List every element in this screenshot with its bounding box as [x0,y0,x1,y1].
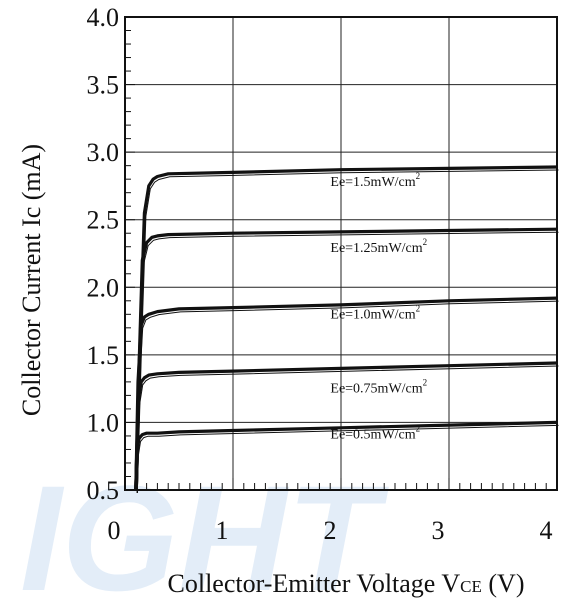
series-line-inner [136,424,559,494]
x-tick-label: 4 [540,516,553,545]
y-tick-label: 3.0 [87,138,120,167]
series-annotation-superscript: 2 [416,171,421,181]
watermark: IGHT [20,454,390,608]
series-annotations: Ee=1.5mW/cm2Ee=1.25mW/cm2Ee=1.0mW/cm2Ee=… [330,171,427,443]
series-annotation: Ee=0.75mW/cm2 [330,378,427,397]
y-tick-labels: 0.5 1.0 1.5 2.0 2.5 3.0 3.5 4.0 [87,3,120,505]
x-tick-label: 1 [216,516,229,545]
series-annotation-text: Ee=0.75mW/cm [330,382,422,397]
series-line-inner [136,300,559,494]
y-tick-label: 1.0 [87,408,120,437]
series-annotation-superscript: 2 [416,303,421,313]
watermark-mark: IGHT [20,454,390,608]
series-line [134,361,558,491]
series-annotation: Ee=1.25mW/cm2 [330,237,427,256]
series-annotation-superscript: 2 [423,378,428,388]
series-annotation-text: Ee=1.25mW/cm [330,241,422,256]
series-annotation: Ee=1.5mW/cm2 [330,171,420,190]
y-tick-label: 4.0 [87,3,120,32]
x-tick-label: 3 [432,516,445,545]
x-axis-title-subscript: CE [460,577,482,596]
series-line [134,420,558,491]
series-annotation-superscript: 2 [423,237,428,247]
x-tick-labels: 0 1 2 3 4 [108,516,553,545]
y-axis-title: Collector Current Ic (mA) [17,144,46,416]
x-axis-title-main: Collector-Emitter Voltage V [168,569,461,598]
x-axis-title: Collector-Emitter Voltage VCE (V) [168,569,525,598]
grid [125,17,557,490]
y-tick-label: 3.5 [87,71,120,100]
series-group [134,165,559,494]
series-line-inner [136,231,559,494]
y-tick-label: 1.5 [87,341,120,370]
series-annotation-text: Ee=1.5mW/cm [330,175,415,190]
series-annotation-text: Ee=0.5mW/cm [330,428,415,443]
series-line [134,296,558,491]
y-tick-label: 0.5 [87,476,120,505]
series-line-inner [136,365,559,494]
series-annotation-superscript: 2 [416,424,421,434]
series-line-inner [136,169,559,494]
y-tick-label: 2.5 [87,206,120,235]
x-tick-label: 0 [108,516,121,545]
x-tick-label: 2 [324,516,337,545]
series-annotation-text: Ee=1.0mW/cm [330,307,415,322]
series-annotation: Ee=0.5mW/cm2 [330,424,420,443]
series-annotation: Ee=1.0mW/cm2 [330,303,420,322]
y-tick-label: 2.0 [87,273,120,302]
plot-frame [124,16,558,491]
x-axis-title-unit: (V) [482,569,525,598]
series-line [134,227,558,491]
